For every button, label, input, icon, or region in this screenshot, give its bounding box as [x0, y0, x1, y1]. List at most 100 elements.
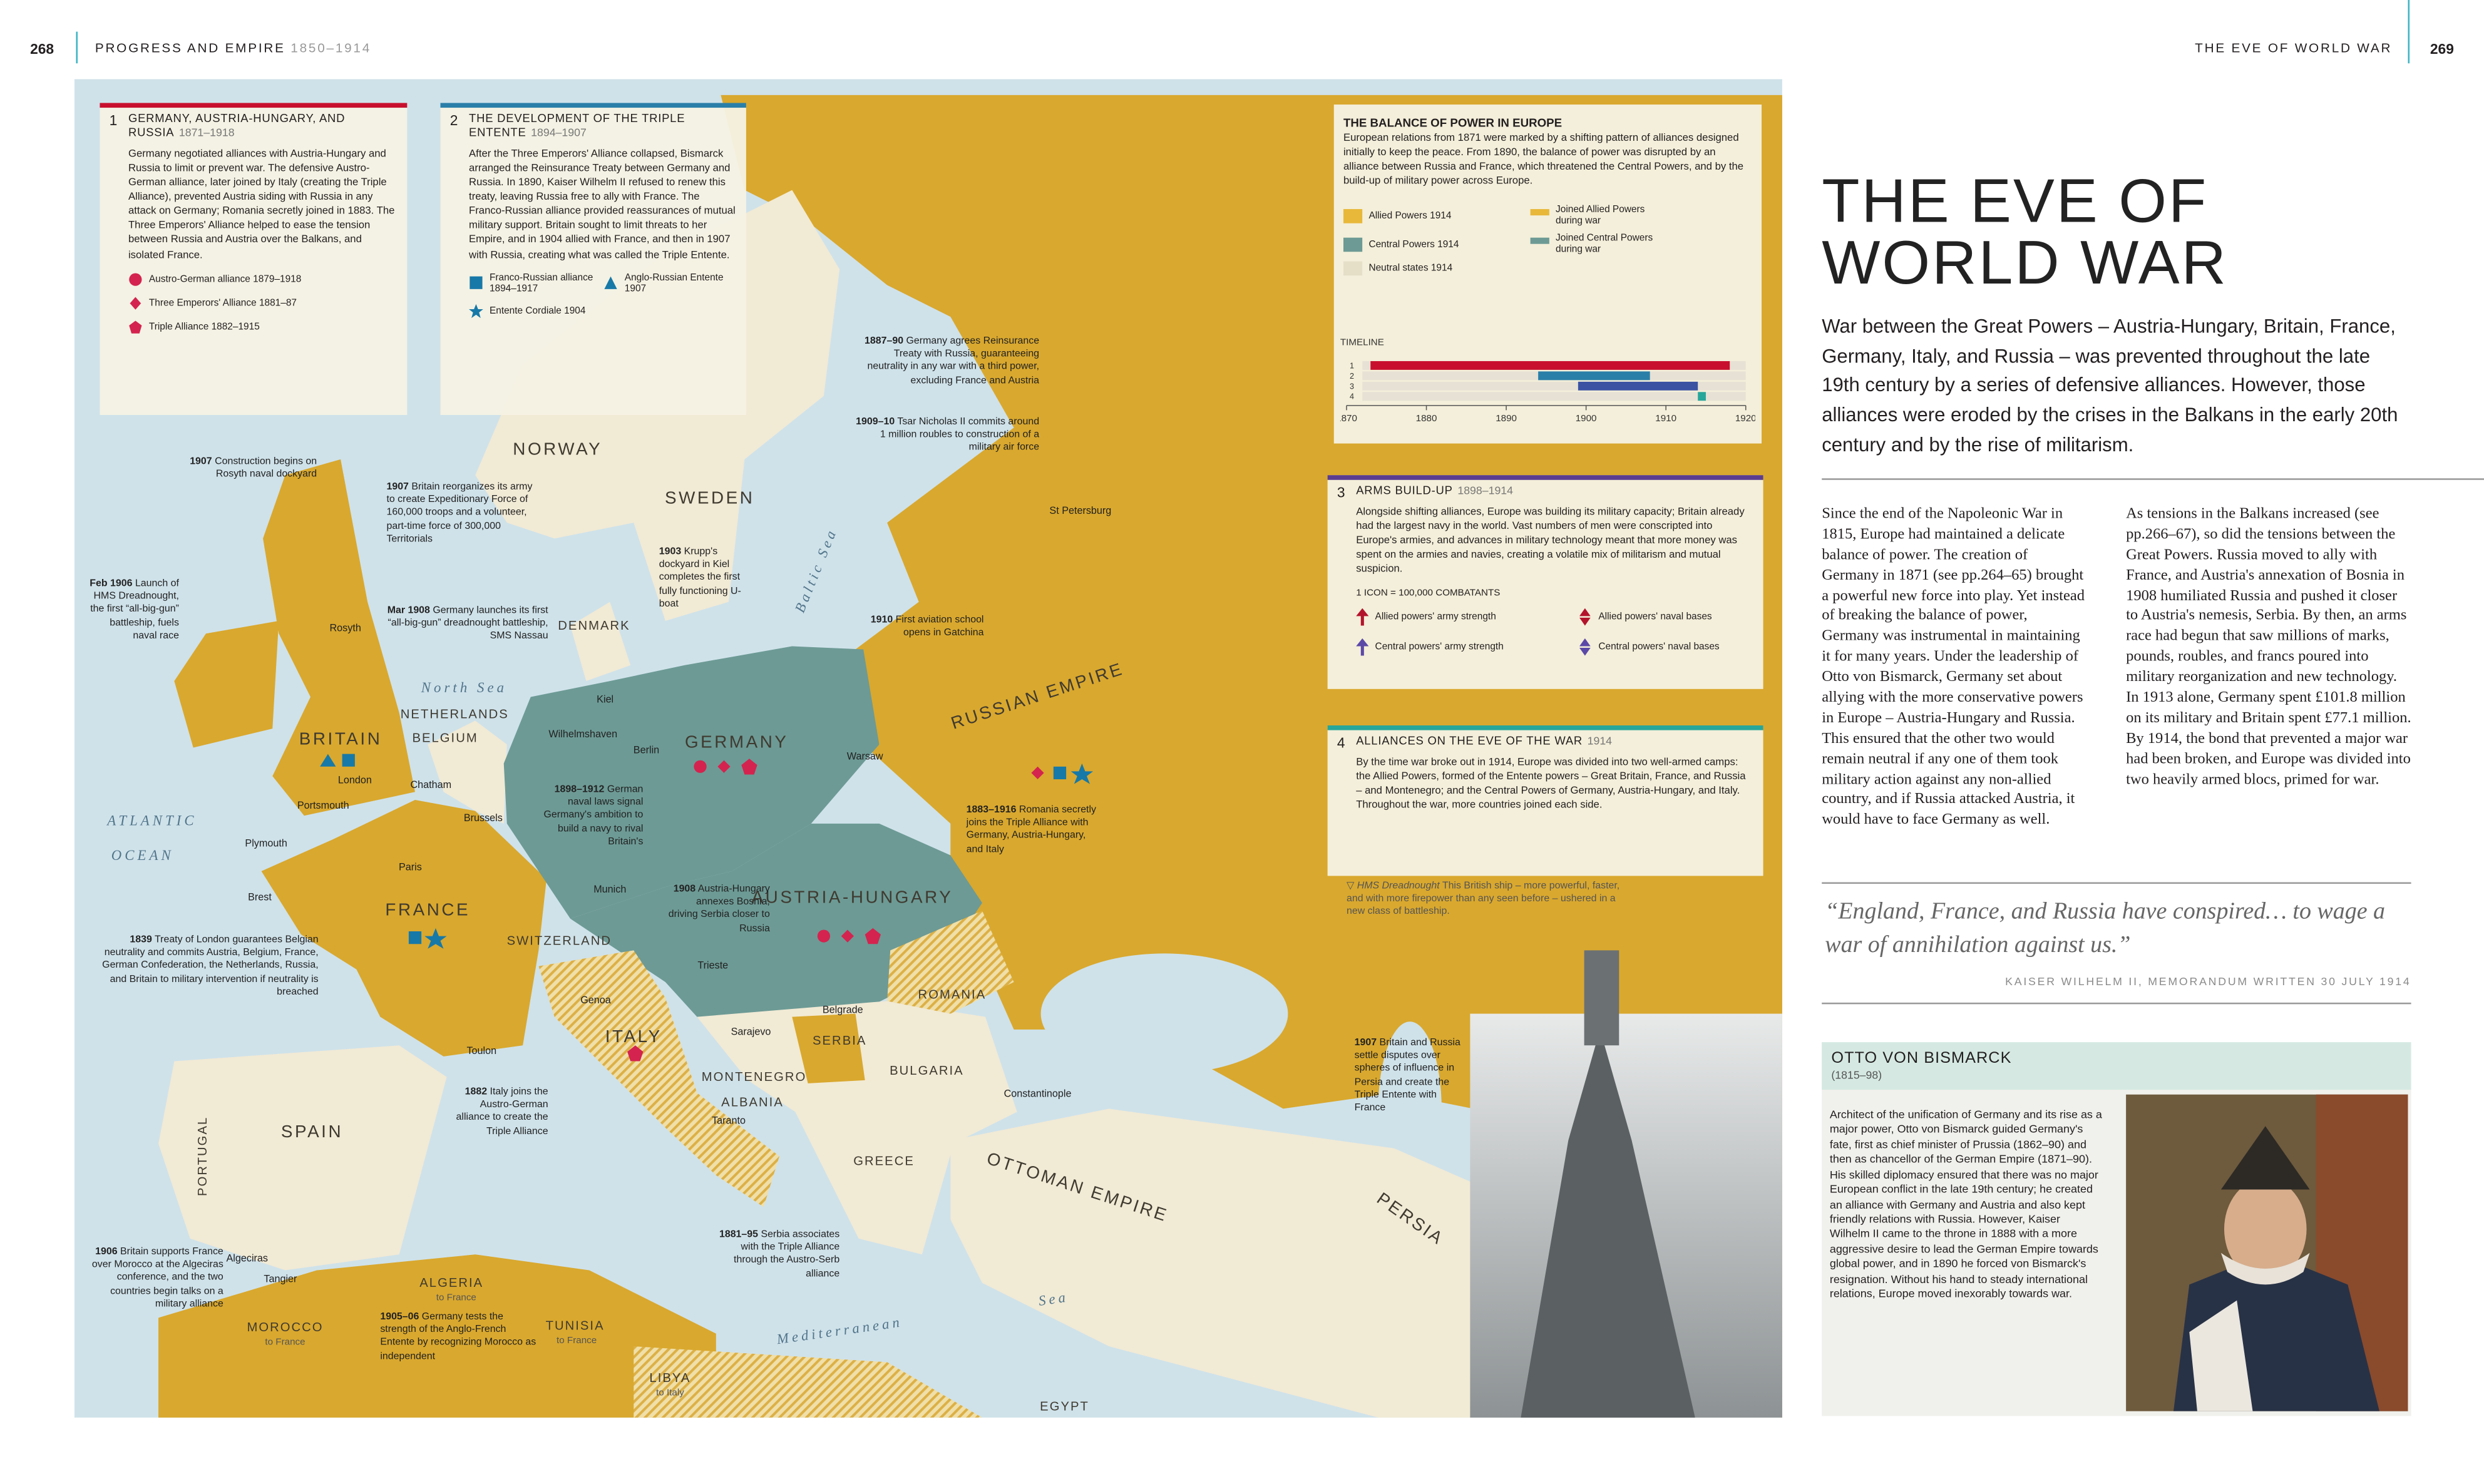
annotation: 1898–1912 German naval laws signal Germa… [535, 784, 644, 849]
legend-item: Austro-German alliance 1879–1918 [128, 272, 398, 286]
annotation-text: Germany agrees Reinsurance Treaty with R… [867, 335, 1040, 386]
balance-panel: THE BALANCE OF POWER IN EUROPE European … [1333, 105, 1762, 444]
annotation: 1882 Italy joins the Austro-German allia… [444, 1087, 548, 1139]
map-label: Toulon [466, 1046, 497, 1058]
quote-attribution: KAISER WILHELM II, MEMORANDUM WRITTEN 30… [2005, 977, 2411, 989]
map-label: BULGARIA [890, 1063, 964, 1078]
panel-4: 4 ALLIANCES ON THE EVE OF THE WAR 1914 By… [1327, 725, 1763, 876]
tick-label: 1870 [1340, 413, 1357, 424]
map-label: Berlin [633, 745, 660, 757]
annotation-date: Mar 1908 [387, 605, 430, 617]
annotation-text: First aviation school opens in Gatchina [895, 614, 984, 639]
legend-item: Neutral states 1914 [1343, 262, 1531, 277]
map-label: AUSTRIA-HUNGARY [751, 888, 953, 908]
legend-item: Triple Alliance 1882–1915 [128, 319, 398, 334]
panel-title-text: ALLIANCES ON THE EVE OF THE WAR [1356, 733, 1583, 748]
map-label: Munich [593, 884, 627, 896]
panel-title: THE BALANCE OF POWER IN EUROPE [1343, 115, 1563, 130]
map-label: GERMANY [684, 733, 789, 753]
running-head: THE EVE OF WORLD WAR [2195, 41, 2393, 56]
map-label: Rosyth [329, 623, 361, 635]
annotation-date: 1839 [130, 934, 152, 946]
annotation-date: 1910 [870, 614, 893, 626]
panel-dates: 1894–1907 [531, 128, 587, 140]
panel-1: 1 GERMANY, AUSTRIA-HUNGARY, AND RUSSIA 18… [100, 103, 408, 416]
annotation: Feb 1906 Launch of HMS Dreadnought, the … [87, 578, 179, 643]
header-rule [76, 31, 78, 64]
annotation-date: 1906 [95, 1246, 118, 1258]
legend-label: Entente Cordiale 1904 [489, 305, 586, 317]
tick-label: 1910 [1655, 413, 1676, 424]
north-africa [158, 1254, 716, 1418]
map-label: NETHERLANDS [400, 707, 509, 722]
spain [158, 1045, 447, 1271]
running-head: PROGRESS AND EMPIRE 1850–1914 [95, 41, 371, 56]
annotation: 1907 Britain and Russia settle disputes … [1355, 1038, 1469, 1115]
panel-title-text: GERMANY, AUSTRIA-HUNGARY, AND RUSSIA [128, 111, 346, 140]
ship-mast [1584, 950, 1619, 1046]
annotation-text: Germany tests the strength of the Anglo-… [380, 1311, 536, 1362]
map-label: Plymouth [245, 838, 287, 850]
map-label: ALBANIA [721, 1095, 784, 1110]
legend-label: Central powers' army strength [1375, 642, 1504, 653]
legend-label: Franco-Russian alliance 1894–1917 [489, 272, 593, 294]
map-label: ALGERIA [419, 1276, 484, 1291]
annotation: 1887–90 Germany agrees Reinsurance Treat… [856, 335, 1040, 387]
map-label: OCEAN [111, 847, 174, 864]
libya [634, 1346, 982, 1418]
panel-text: Alongside shifting alliances, Europe was… [1356, 506, 1745, 575]
pull-quote: “England, France, and Russia have conspi… [1825, 899, 2386, 959]
annotation-text: Britain and Russia settle disputes over … [1354, 1037, 1460, 1113]
header-rule [2408, 0, 2410, 64]
running-title: PROGRESS AND EMPIRE [95, 41, 285, 56]
map-label: SPAIN [280, 1123, 344, 1142]
map-label: SERBIA [813, 1033, 867, 1048]
map-label: Wilhelmshaven [548, 729, 618, 741]
annotation-date: 1905–06 [380, 1311, 419, 1323]
panel-dates: 1871–1918 [178, 128, 235, 140]
annotation-date: 1882 [464, 1086, 488, 1098]
panel-title: ALLIANCES ON THE EVE OF THE WAR 1914 [1356, 734, 1753, 750]
map-label: BRITAIN [299, 730, 382, 749]
annotation: 1906 Britain supports France over Morocc… [87, 1247, 223, 1311]
map-label: to France [557, 1336, 597, 1347]
row-label: 2 [1350, 372, 1354, 381]
panel-title-text: ARMS BUILD-UP [1356, 483, 1453, 498]
annotation-text: Construction begins on Rosyth naval dock… [215, 456, 317, 481]
map-label: Warsaw [846, 751, 883, 763]
divider [1822, 1002, 2411, 1005]
annotation: 1883–1916 Romania secretly joins the Tri… [967, 805, 1097, 857]
map-label: Sarajevo [731, 1027, 771, 1038]
map-label: ITALY [605, 1028, 662, 1047]
ship-hull [1521, 1029, 1695, 1418]
map-label: GREECE [853, 1154, 915, 1169]
legend-item: Central powers' army strength [1356, 638, 1559, 657]
profile-title: OTTO VON BISMARCK [1831, 1050, 2012, 1068]
annotation-date: 1887–90 [865, 335, 904, 347]
caption-text: This British ship – more powerful, faste… [1347, 881, 1620, 918]
panel-title: ARMS BUILD-UP 1898–1914 [1356, 483, 1753, 500]
annotation: 1909–10 Tsar Nicholas II commits around … [856, 417, 1039, 456]
map-label: PORTUGAL [195, 1116, 210, 1196]
low-countries [428, 720, 507, 824]
italy [538, 950, 780, 1207]
map-label: Paris [398, 862, 422, 874]
legend-label: Three Emperors' Alliance 1881–87 [148, 297, 297, 309]
running-dates: 1850–1914 [290, 41, 372, 56]
map-label: SWEDEN [664, 489, 755, 509]
tick-label: 1920 [1735, 413, 1755, 424]
legend-label: Triple Alliance 1882–1915 [148, 320, 260, 332]
map-label: Genoa [580, 995, 611, 1007]
legend-item: Anglo-Russian Entente 1907 [604, 272, 737, 294]
timeline-bar [1538, 371, 1650, 381]
map-label: Algeciras [226, 1253, 269, 1265]
portrait [2126, 1094, 2408, 1411]
legend-label: Joined Central Powers during war [1556, 233, 1653, 256]
legend-item: Allied powers' army strength [1356, 608, 1559, 627]
annotation-text: Germany launches its first “all-big-gun”… [387, 605, 548, 642]
annotation-text: Britain supports France over Morocco at … [91, 1246, 223, 1310]
map-label: Kiel [597, 694, 614, 706]
map-label: St Petersburg [1049, 506, 1112, 518]
timeline-bar [1370, 361, 1730, 370]
